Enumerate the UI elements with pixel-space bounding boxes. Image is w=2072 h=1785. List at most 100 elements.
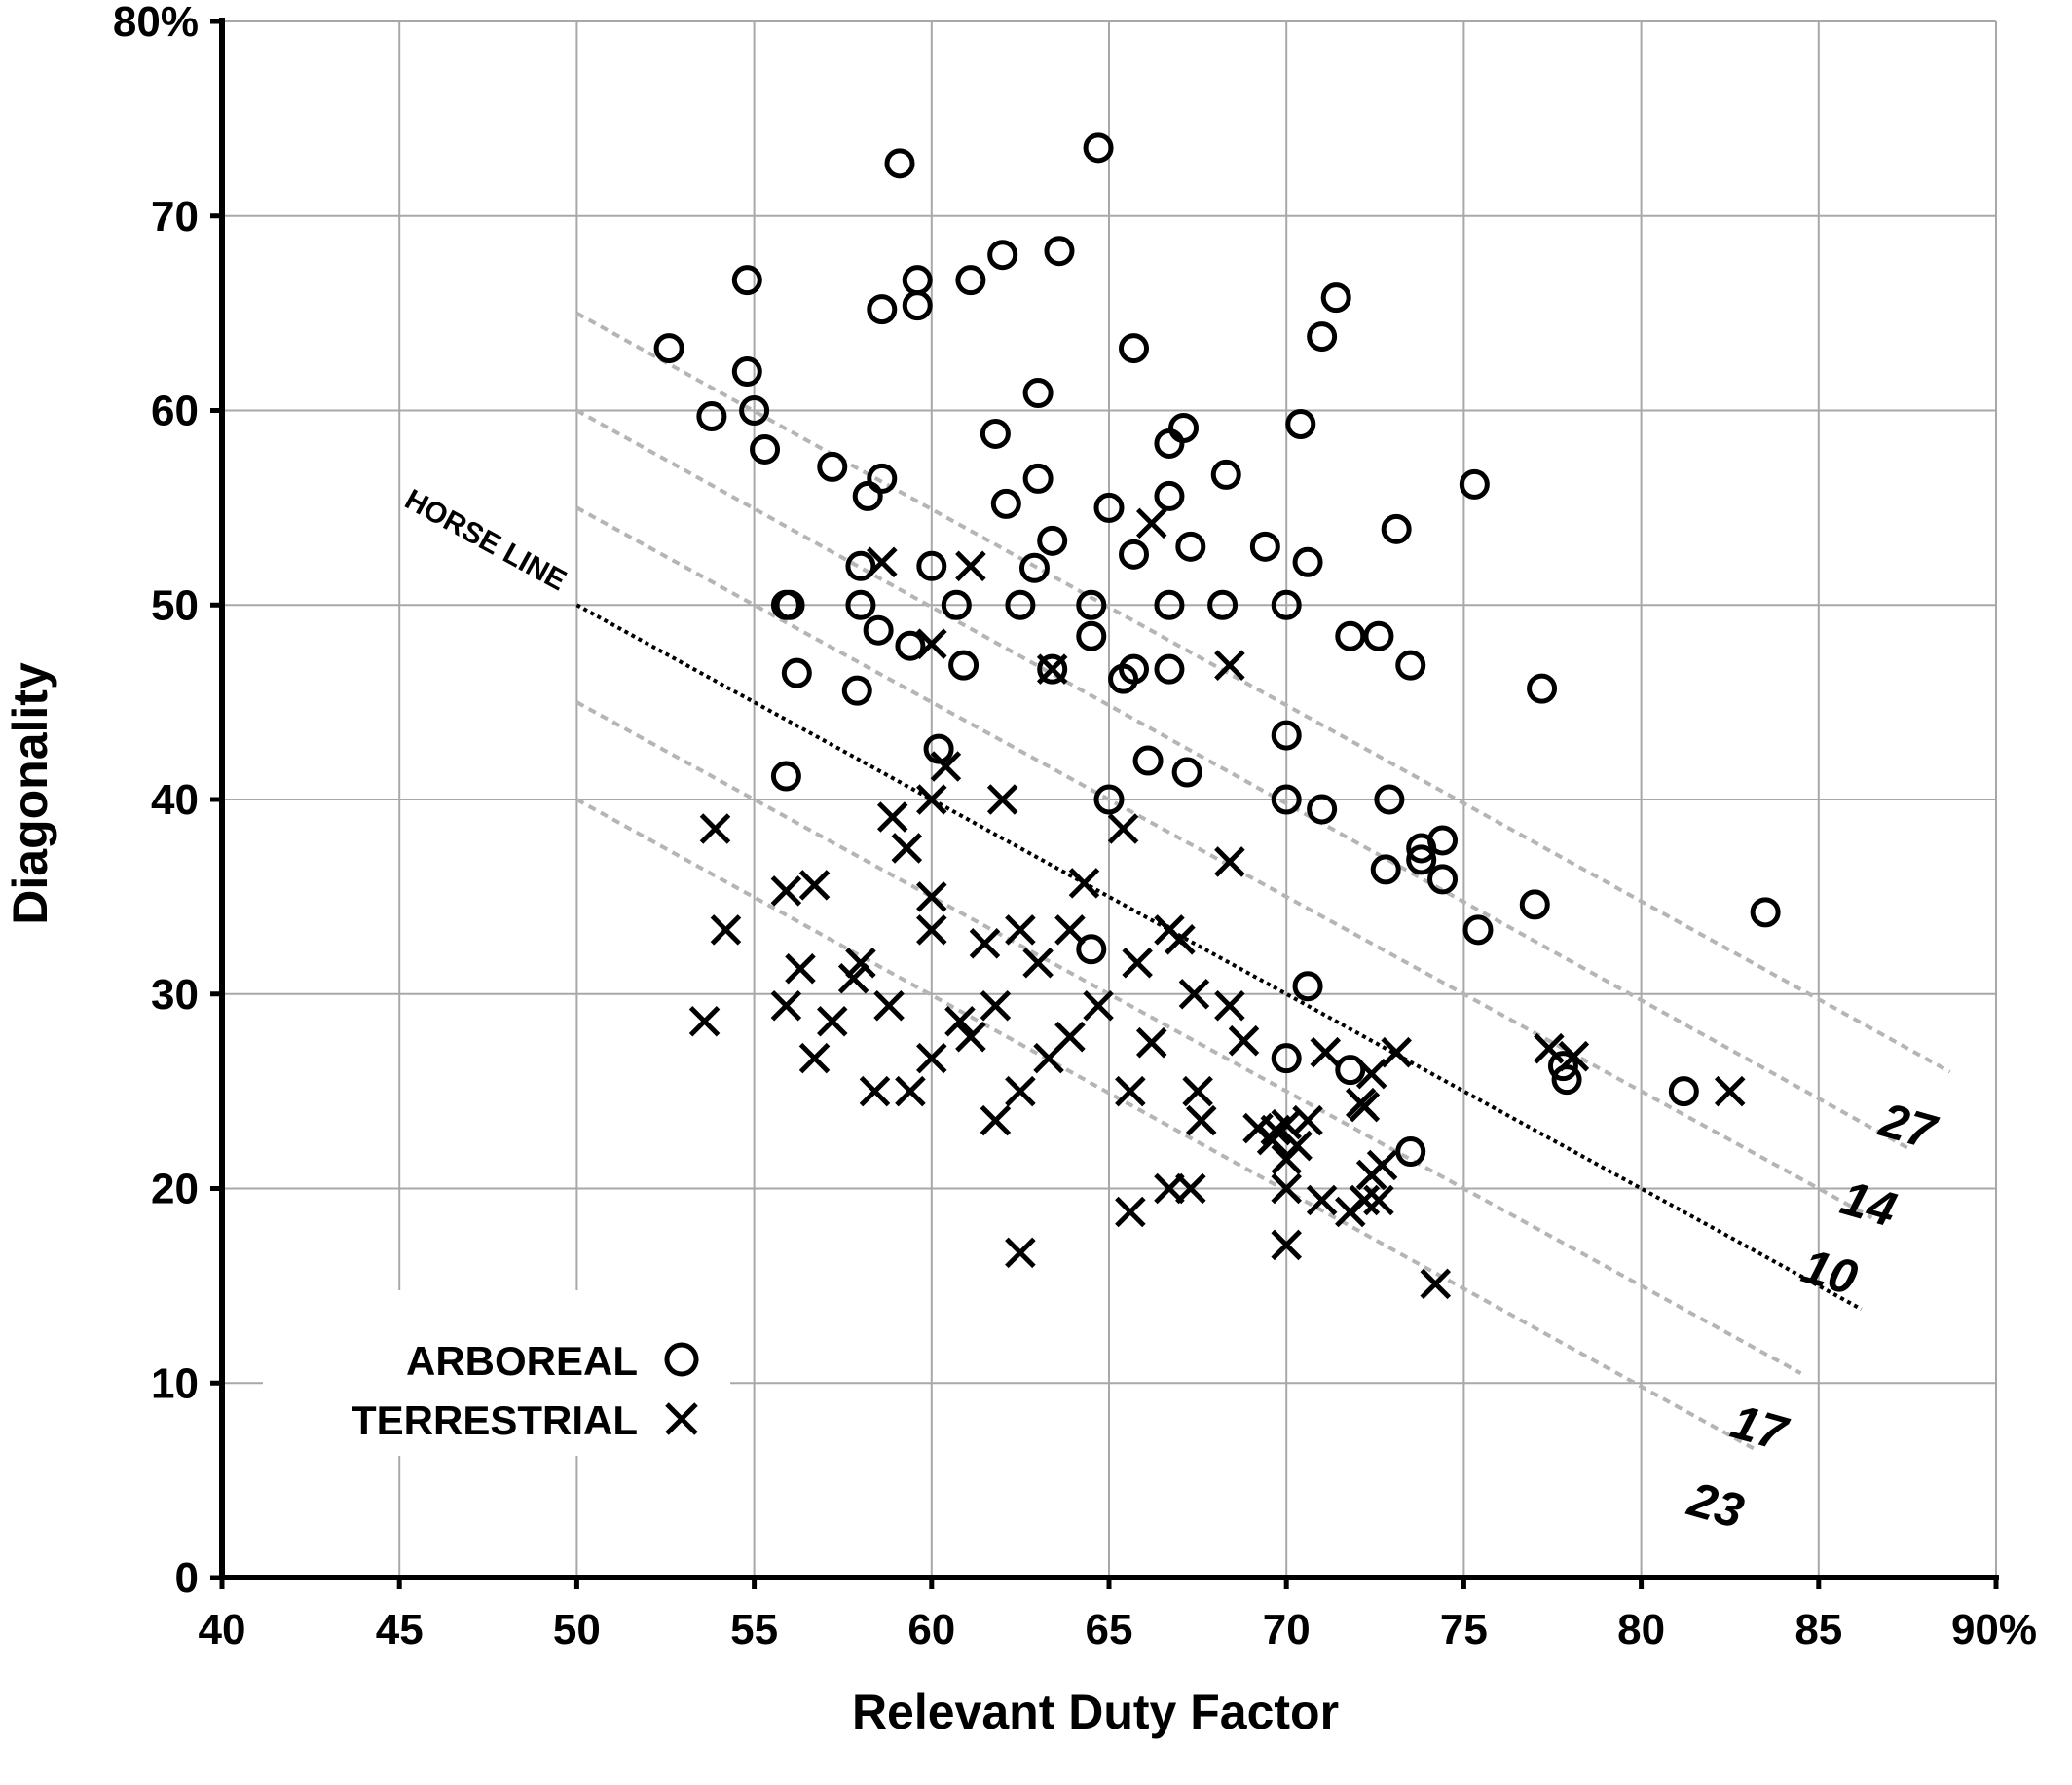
x-tick-label: 60: [907, 1606, 955, 1654]
arboreal-point: [1292, 546, 1323, 577]
arboreal-point: [1271, 1043, 1302, 1074]
arboreal-point: [1551, 1064, 1582, 1096]
arboreal-point: [1210, 459, 1241, 490]
terrestrial-point: [1271, 1229, 1302, 1261]
x-tick-labels: 40 45 50 55 60 65 70 75 80 85 90%: [199, 1606, 2038, 1654]
arboreal-point: [696, 400, 727, 431]
arboreal-point: [1154, 653, 1185, 685]
terrestrial-point: [785, 953, 816, 985]
legend-circle-marker: [664, 1342, 699, 1377]
terrestrial-point: [798, 1042, 831, 1074]
terrestrial-point: [1534, 1032, 1565, 1064]
terrestrial-point: [1135, 507, 1167, 539]
terrestrial-point: [1022, 948, 1054, 979]
terrestrial-point: [955, 1021, 986, 1053]
legend-box: [263, 1290, 730, 1456]
arboreal-point: [1119, 653, 1150, 685]
terrestrial-point: [1381, 1036, 1412, 1068]
arboreal-point: [845, 550, 876, 581]
reference-line: [575, 408, 1912, 1152]
reference-line-label: 27: [1873, 1092, 1943, 1160]
arboreal-point: [1168, 412, 1200, 443]
arboreal-point: [1374, 784, 1405, 815]
arboreal-point: [1022, 463, 1054, 494]
terrestrial-point: [1214, 650, 1245, 681]
arboreal-point: [1271, 720, 1302, 751]
arboreal-point: [1427, 864, 1459, 895]
terrestrial-point: [1366, 1149, 1398, 1181]
arboreal-point: [1044, 236, 1075, 267]
terrestrial-point: [1714, 1075, 1746, 1107]
x-tick-label: 40: [199, 1606, 246, 1654]
arboreal-point: [1750, 897, 1781, 928]
arboreal-point: [1005, 589, 1036, 620]
arboreal-point: [1119, 333, 1150, 364]
terrestrial-point: [916, 1042, 947, 1074]
terrestrial-point: [1135, 1026, 1167, 1059]
arboreal-point: [1076, 934, 1107, 965]
arboreal-point: [1271, 589, 1302, 620]
terrestrial-point: [1349, 1184, 1381, 1216]
terrestrial-point: [986, 784, 1018, 815]
terrestrial-point: [980, 989, 1012, 1022]
arboreal-point: [1154, 589, 1185, 620]
terrestrial-point: [891, 833, 923, 864]
arboreal-point: [1175, 531, 1206, 562]
terrestrial-point: [859, 1075, 891, 1107]
arboreal-point: [1076, 620, 1107, 651]
arboreal-point: [1363, 620, 1394, 651]
x-tick-label: 85: [1794, 1606, 1842, 1654]
x-tick-label: 75: [1440, 1606, 1488, 1654]
arboreal-point: [653, 333, 684, 364]
arboreal-point: [1207, 589, 1239, 620]
terrestrial-point: [1420, 1268, 1452, 1300]
arboreal-point: [1381, 513, 1412, 544]
arboreal-point: [916, 550, 947, 581]
terrestrial-point: [1292, 1104, 1323, 1136]
reference-line: [575, 798, 1759, 1453]
arboreal-point: [774, 589, 805, 620]
terrestrial-point: [1558, 1040, 1590, 1072]
arboreal-point: [1292, 971, 1323, 1002]
arboreal-point: [1093, 784, 1125, 815]
arboreal-point: [990, 488, 1021, 519]
terrestrial-point: [688, 1005, 721, 1037]
legend: ARBOREAL TERRESTRIAL: [263, 1290, 730, 1456]
legend-label-arboreal: ARBOREAL: [406, 1338, 638, 1384]
arboreal-point: [1271, 784, 1302, 815]
terrestrial-point: [845, 948, 876, 979]
y-tick-label: 10: [151, 1359, 199, 1407]
terrestrial-point: [969, 928, 1001, 959]
arboreal-point: [941, 589, 972, 620]
axes: [210, 18, 1999, 1589]
terrestrial-point: [876, 801, 908, 833]
arboreal-point: [1519, 889, 1550, 920]
reference-line-label: 23: [1682, 1471, 1750, 1539]
terrestrial-point: [1271, 1172, 1302, 1205]
x-tick-label: 70: [1263, 1606, 1311, 1654]
terrestrial-point: [1214, 989, 1245, 1022]
arboreal-point: [867, 463, 898, 494]
arboreal-point: [1249, 531, 1280, 562]
y-tick-label: 20: [151, 1166, 199, 1213]
terrestrial-point: [798, 870, 831, 901]
y-tick-label: 40: [151, 776, 199, 824]
terrestrial-point: [873, 989, 905, 1022]
y-tick-label: 30: [151, 971, 199, 1019]
terrestrial-point: [867, 546, 898, 578]
terrestrial-point: [1349, 1091, 1381, 1123]
arboreal-point: [1527, 673, 1558, 704]
terrestrial-point: [699, 813, 731, 844]
data-points: [653, 132, 1781, 1300]
terrestrial-point: [1054, 914, 1086, 946]
terrestrial-point: [1115, 1196, 1146, 1228]
arboreal-point: [1307, 321, 1338, 353]
x-axis-title: Relevant Duty Factor: [852, 1685, 1339, 1739]
arboreal-point: [863, 614, 894, 646]
arboreal-point: [1022, 378, 1054, 409]
arboreal-point: [1119, 539, 1150, 570]
horse-line: [575, 603, 1863, 1312]
y-tick-label: 80%: [113, 0, 199, 46]
arboreal-point: [955, 265, 986, 296]
